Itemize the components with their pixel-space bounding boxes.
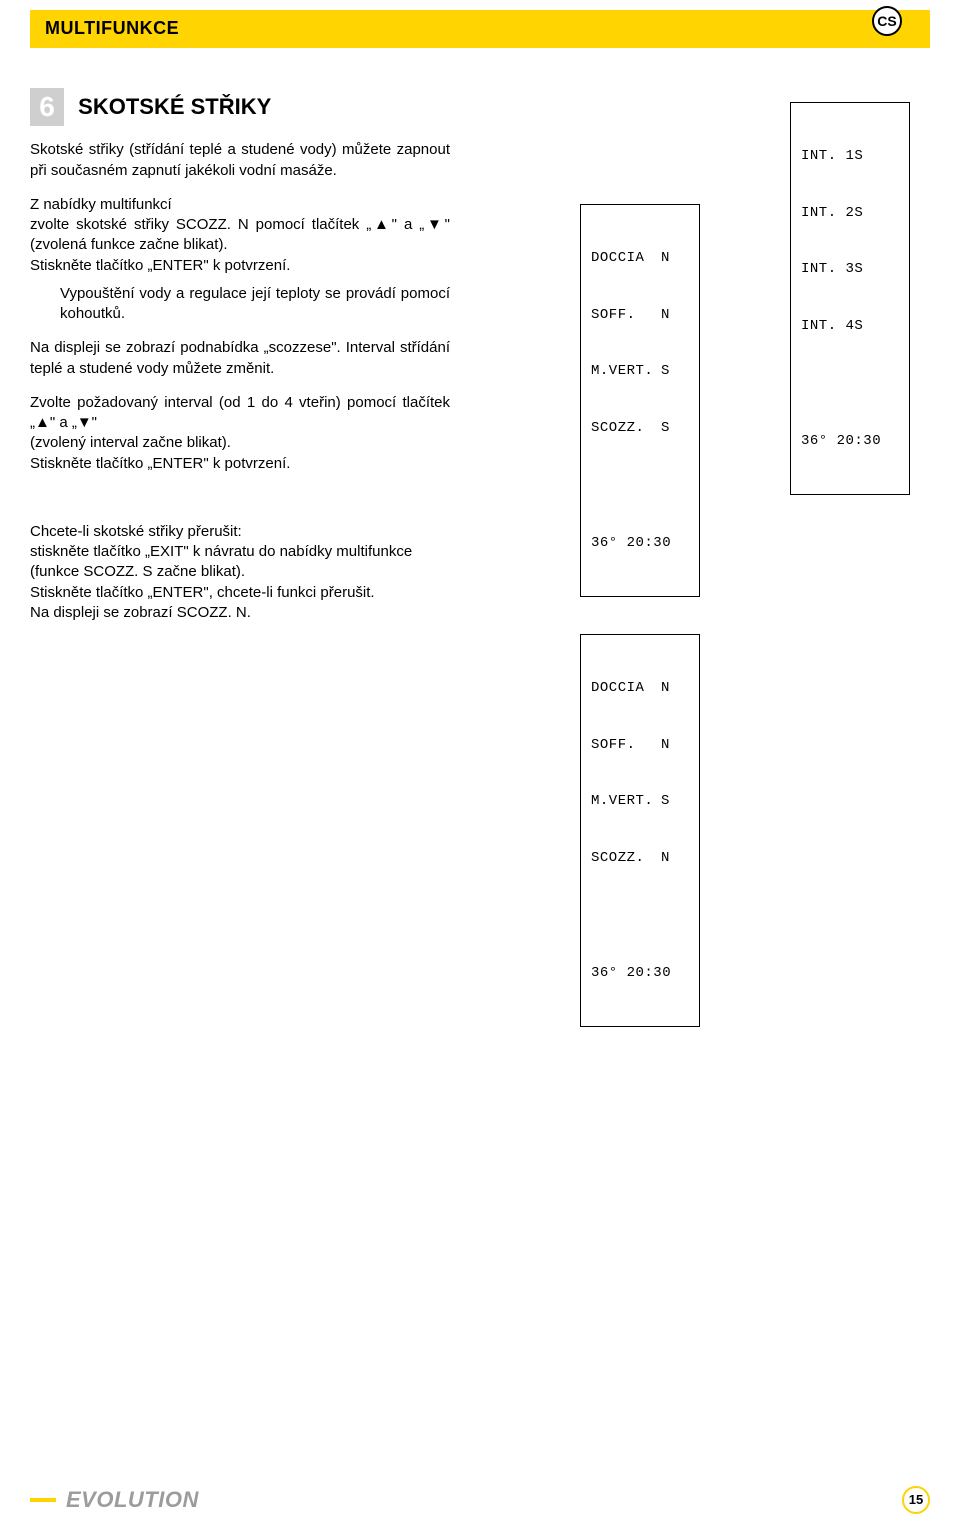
display-label: DOCCIA	[591, 249, 661, 268]
right-column: DOCCIAN SOFF.N M.VERT.S SCOZZ.S 36° 20:3…	[480, 88, 930, 623]
display-label: M.VERT.	[591, 792, 661, 811]
text-line: zvolte skotské střiky SCOZZ. N pomocí tl…	[30, 216, 450, 253]
paragraph-intro: Skotské střiky (střídání teplé a studené…	[30, 140, 450, 181]
display-label: SCOZZ.	[591, 419, 661, 438]
display-value: S	[661, 792, 677, 811]
display-value: N	[661, 849, 677, 868]
display-value: N	[661, 249, 677, 268]
page-number: 15	[902, 1486, 930, 1514]
paragraph-submenu: Na displeji se zobrazí podnabídka „scozz…	[30, 338, 450, 379]
text-line: Na displeji se zobrazí SCOZZ. N.	[30, 604, 251, 621]
section-number: 6	[30, 88, 64, 126]
page-footer: EVOLUTION 15	[30, 1485, 930, 1515]
display-label: SOFF.	[591, 306, 661, 325]
display-panel-2: INT. 1S INT. 2S INT. 3S INT. 4S 36° 20:3…	[790, 102, 910, 495]
display-footer: 36° 20:30	[591, 964, 689, 983]
section-heading: SKOTSKÉ STŘIKY	[78, 92, 271, 122]
display-value: S	[661, 419, 677, 438]
display-value: N	[661, 736, 677, 755]
display-label: SOFF.	[591, 736, 661, 755]
display-label: INT. 2S	[801, 204, 871, 223]
display-label: SCOZZ.	[591, 849, 661, 868]
paragraph-inset: Vypouštění vody a regulace její teploty …	[60, 284, 450, 325]
left-column: 6 SKOTSKÉ STŘIKY Skotské střiky (střídán…	[30, 88, 450, 623]
display-value: N	[661, 306, 677, 325]
display-label: INT. 1S	[801, 147, 871, 166]
display-panel-3: DOCCIAN SOFF.N M.VERT.S SCOZZ.N 36° 20:3…	[580, 634, 700, 1027]
display-label: M.VERT.	[591, 362, 661, 381]
display-value: S	[661, 362, 677, 381]
language-badge: CS	[872, 6, 902, 36]
header-title: MULTIFUNKCE	[45, 18, 179, 38]
display-footer: 36° 20:30	[591, 534, 689, 553]
footer-brand: EVOLUTION	[66, 1485, 199, 1515]
paragraph-interval: Zvolte požadovaný interval (od 1 do 4 vt…	[30, 393, 450, 474]
text-line: Stiskněte tlačítko „ENTER" k potvrzení.	[30, 455, 290, 472]
header-bar: MULTIFUNKCE CS	[30, 10, 930, 48]
footer-accent-dash	[30, 1498, 56, 1502]
display-label: DOCCIA	[591, 679, 661, 698]
text-line: Stiskněte tlačítko „ENTER", chcete-li fu…	[30, 584, 375, 601]
display-panel-1: DOCCIAN SOFF.N M.VERT.S SCOZZ.S 36° 20:3…	[580, 204, 700, 597]
text-line: stiskněte tlačítko „EXIT" k návratu do n…	[30, 543, 412, 560]
text-line: Z nabídky multifunkcí	[30, 196, 172, 213]
paragraph-menu: Z nabídky multifunkcí zvolte skotské stř…	[30, 195, 450, 276]
text-line: Stiskněte tlačítko „ENTER" k potvrzení.	[30, 257, 290, 274]
display-footer: 36° 20:30	[801, 432, 899, 451]
text-line: (funkce SCOZZ. S začne blikat).	[30, 563, 245, 580]
display-label: INT. 4S	[801, 317, 871, 336]
text-line: Chcete-li skotské střiky přerušit:	[30, 523, 242, 540]
text-line: Zvolte požadovaný interval (od 1 do 4 vt…	[30, 394, 450, 431]
display-value: N	[661, 679, 677, 698]
text-line: (zvolený interval začne blikat).	[30, 434, 231, 451]
display-label: INT. 3S	[801, 260, 871, 279]
paragraph-interrupt: Chcete-li skotské střiky přerušit: stisk…	[30, 522, 450, 623]
connector-line-icon	[480, 88, 700, 188]
